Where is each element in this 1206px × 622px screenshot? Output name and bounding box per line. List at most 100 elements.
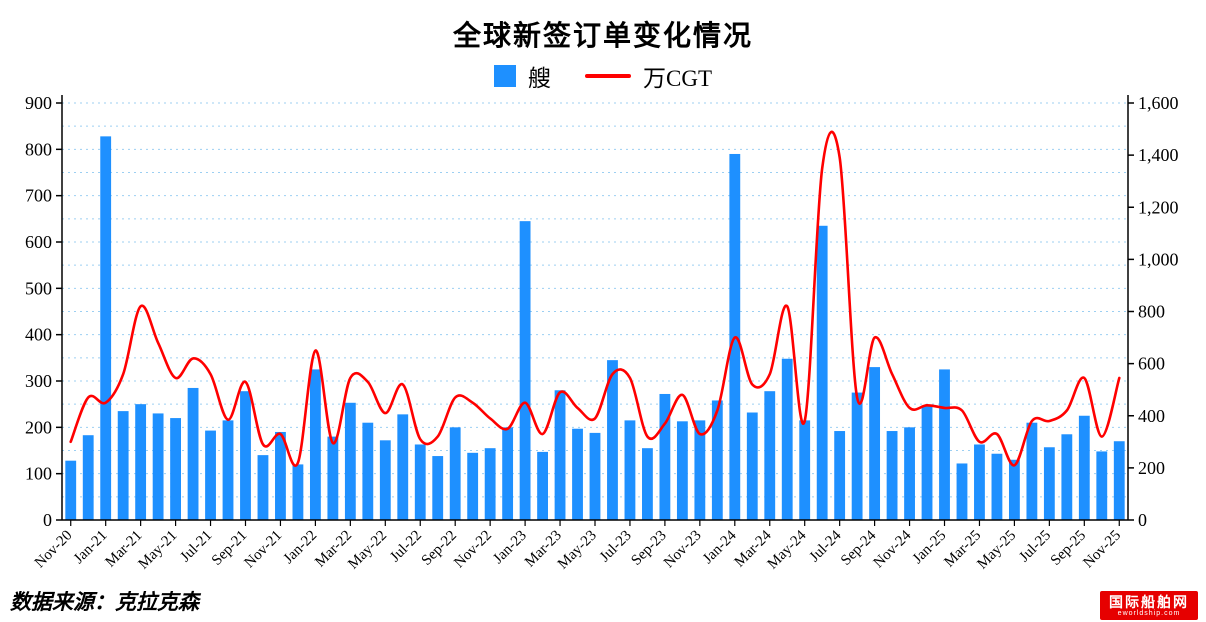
bar	[1061, 434, 1073, 520]
bar	[1008, 459, 1020, 520]
bar	[659, 393, 671, 520]
bar	[974, 444, 985, 520]
gridlines	[62, 102, 1128, 498]
legend-item-bar: 艘	[494, 59, 551, 93]
data-source-note: 数据来源：克拉克森	[10, 590, 199, 614]
bar	[1043, 447, 1055, 520]
x-axis: Nov-20Jan-21Mar-21May-21Jul-21Sep-21Nov-…	[32, 520, 1124, 572]
bar-series	[65, 136, 1125, 521]
bar	[921, 405, 933, 520]
right-axis: 0 200 400 600 800 1,000 1,200 1,400 1,600	[1128, 93, 1179, 530]
bar	[589, 432, 601, 520]
legend-label-bar: 艘	[528, 66, 551, 91]
bar	[676, 421, 688, 520]
bar	[764, 391, 776, 520]
x-axis-tick-label: May-23	[555, 528, 600, 573]
bar	[799, 420, 811, 520]
bar	[379, 440, 391, 520]
x-axis-tick-label: Nov-23	[661, 528, 705, 572]
bar	[1026, 422, 1038, 520]
left-axis-tick-label: 0	[43, 510, 52, 530]
right-axis-tick-label: 200	[1138, 458, 1165, 478]
bar	[414, 444, 426, 520]
left-axis-tick-label: 700	[25, 186, 52, 206]
bar	[624, 420, 636, 520]
bar	[1078, 415, 1090, 520]
bar	[746, 412, 758, 520]
bar	[135, 404, 147, 520]
x-axis-tick-label: May-22	[345, 528, 390, 573]
bar	[397, 414, 409, 520]
bar	[240, 391, 251, 520]
bar	[100, 136, 112, 521]
bar	[484, 448, 496, 520]
bar	[537, 451, 548, 520]
left-axis-tick-label: 300	[25, 371, 52, 391]
site-logo-main: 国际船舶网	[1109, 594, 1189, 610]
bar	[205, 430, 216, 520]
bar	[327, 436, 339, 520]
right-axis-tick-label: 1,600	[1138, 93, 1179, 113]
line-swatch-icon	[585, 74, 631, 78]
bar	[82, 435, 94, 520]
bar	[152, 413, 164, 520]
bar	[572, 428, 583, 520]
x-axis-tick-label: Nov-25	[1080, 528, 1124, 572]
left-axis-tick-label: 900	[25, 93, 52, 113]
bar	[187, 387, 199, 520]
left-axis: 0 100 200 300 400 500 600 700 800 900	[25, 93, 62, 530]
x-axis-tick-label: May-21	[136, 528, 181, 573]
bar	[467, 452, 479, 520]
bar	[939, 369, 950, 520]
bar	[344, 402, 356, 520]
bar	[991, 453, 1003, 520]
x-axis-tick-label: Nov-24	[871, 527, 915, 571]
legend-item-line: 万CGT	[585, 59, 712, 93]
bar	[869, 367, 881, 520]
right-axis-tick-label: 400	[1138, 406, 1165, 426]
bar	[904, 427, 915, 520]
x-axis-tick-label: Nov-20	[32, 528, 76, 572]
chart-title: 全球新签订单变化情况	[452, 20, 753, 51]
bar	[886, 431, 898, 520]
bar	[694, 420, 706, 520]
x-axis-tick-label: May-25	[974, 528, 1019, 573]
bar	[257, 455, 269, 520]
bar	[117, 411, 129, 520]
bar	[65, 460, 77, 520]
left-axis-tick-label: 800	[25, 139, 52, 159]
right-axis-tick-label: 800	[1138, 302, 1165, 322]
x-axis-tick-label: Nov-21	[242, 528, 286, 572]
right-axis-tick-label: 600	[1138, 354, 1165, 374]
bar	[1096, 451, 1108, 520]
bar	[642, 448, 653, 520]
bar	[834, 431, 846, 520]
right-axis-tick-label: 0	[1138, 510, 1147, 530]
x-axis-tick-label: Nov-22	[451, 528, 495, 572]
bar	[519, 221, 531, 520]
bar	[449, 427, 461, 520]
bar	[711, 400, 723, 520]
bar	[292, 464, 304, 520]
bar	[1113, 441, 1125, 520]
bar	[432, 456, 444, 520]
bar	[956, 463, 968, 520]
bar-swatch-icon	[494, 65, 516, 87]
bar	[851, 392, 863, 520]
right-axis-tick-label: 1,200	[1138, 197, 1179, 217]
site-logo-sub: eworldship.com	[1117, 610, 1181, 618]
left-axis-tick-label: 500	[25, 278, 52, 298]
site-logo: 国际船舶网 eworldship.com	[1100, 591, 1198, 621]
left-axis-tick-label: 200	[25, 417, 52, 437]
bar	[362, 422, 374, 520]
right-axis-tick-label: 1,000	[1138, 249, 1179, 269]
right-axis-tick-label: 1,400	[1138, 145, 1179, 165]
line-series	[69, 130, 1121, 467]
bar	[781, 358, 793, 520]
left-axis-tick-label: 400	[25, 325, 52, 345]
left-axis-tick-label: 600	[25, 232, 52, 252]
bar	[275, 431, 286, 520]
x-axis-tick-label: May-24	[765, 527, 810, 572]
